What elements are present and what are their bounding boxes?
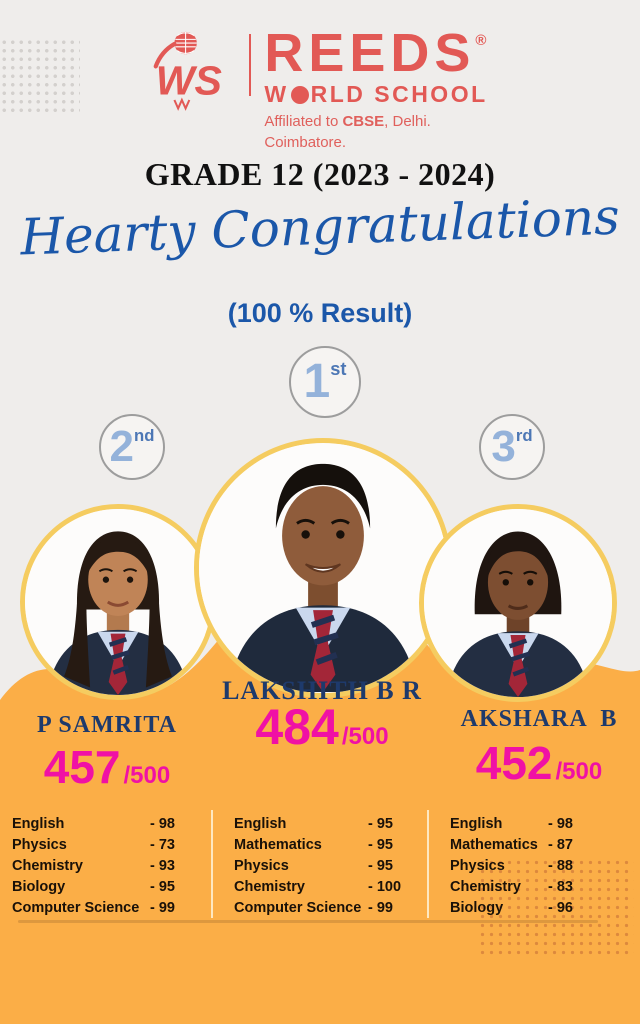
subject-label: Mathematics: [450, 836, 538, 853]
result-percentage: (100 % Result): [227, 298, 413, 328]
score-value: 484: [255, 699, 339, 755]
logo-monogram: WS: [156, 57, 222, 103]
dot-grid-bottom-right: [478, 858, 634, 958]
bottom-rule: [18, 920, 598, 923]
subject-row: Computer Science - 99: [234, 897, 424, 918]
subject-mark: - 95: [368, 836, 393, 853]
student-portrait-illustration: [199, 444, 447, 692]
school-name: REEDS®: [264, 23, 487, 83]
globe-ball-icon: [290, 85, 309, 104]
subject-row: Biology - 95: [12, 876, 204, 897]
score-value: 457: [43, 741, 121, 793]
grade-title: GRADE 12 (2023 - 2024): [144, 156, 496, 192]
subject-label: English: [450, 815, 503, 832]
subject-row: English - 98: [450, 813, 634, 834]
school-logo: WS REEDS® W RLD SCHOOL Affiliated to CBSE…: [0, 26, 640, 152]
dot-grid-top-left: [0, 38, 80, 116]
subject-label: Mathematics: [234, 836, 322, 853]
registered-mark: ®: [475, 32, 487, 49]
subject-row: Mathematics - 95: [234, 834, 424, 855]
subject-mark: - 88: [548, 857, 573, 874]
student-photo-1st: [194, 438, 452, 698]
rank-number: 1: [303, 355, 331, 408]
score-total: /500: [341, 723, 389, 750]
subject-mark: - 93: [150, 857, 175, 874]
rank-suffix: st: [330, 358, 347, 379]
subject-mark: - 100: [368, 878, 402, 895]
subject-row: English - 95: [234, 813, 424, 834]
subject-label: Biology: [12, 878, 66, 895]
student-photo-2nd: [20, 504, 216, 700]
subject-mark: - 95: [150, 878, 175, 895]
student-score: 452/500: [438, 740, 640, 786]
student-name: AKSHARA B: [460, 706, 618, 732]
student-score: 484/500: [210, 702, 434, 752]
subject-label: Physics: [234, 857, 289, 874]
subject-row: Physics - 73: [12, 834, 204, 855]
city-line: Coimbatore.: [264, 134, 347, 151]
subject-label: Computer Science: [234, 899, 362, 916]
subject-mark: - 98: [150, 815, 175, 832]
subject-row: Chemistry - 93: [12, 855, 204, 876]
subject-mark: - 98: [548, 815, 573, 832]
subject-row: Physics - 88: [450, 855, 634, 876]
subject-list-1st: English - 95 Mathematics - 95 Physics - 95 …: [234, 813, 424, 918]
student-name: LAKSHITH B R: [222, 676, 422, 705]
student-portrait-illustration: [25, 509, 211, 695]
logo-divider: [249, 34, 252, 96]
column-divider: [427, 810, 429, 918]
student-name: P SAMRITA: [37, 712, 177, 738]
subject-list-2nd: English - 98 Physics - 73 Chemistry - 93 Bi…: [12, 813, 204, 918]
subject-row: Biology - 96: [450, 897, 634, 918]
subject-label: Biology: [450, 899, 504, 916]
subject-label: English: [234, 815, 287, 832]
rank-suffix: nd: [134, 426, 155, 445]
rank-suffix: rd: [515, 426, 533, 445]
rank-number: 3: [491, 422, 516, 471]
school-subname: W RLD SCHOOL: [264, 81, 488, 107]
subject-label: Physics: [450, 857, 505, 874]
subject-label: Chemistry: [12, 857, 83, 874]
subject-mark: - 95: [368, 815, 393, 832]
school-logo-mark-icon: WS: [153, 31, 222, 111]
subject-mark: - 87: [548, 836, 573, 853]
subject-mark: - 99: [368, 899, 393, 916]
subject-label: Chemistry: [450, 878, 521, 895]
student-portrait-illustration: [424, 509, 612, 697]
affiliation-line: Affiliated to CBSE, Delhi.: [264, 113, 431, 130]
subject-mark: - 95: [368, 857, 393, 874]
subject-label: Chemistry: [234, 878, 305, 895]
subject-mark: - 99: [150, 899, 175, 916]
student-photo-3rd: [419, 504, 617, 702]
subject-row: Computer Science - 99: [12, 897, 204, 918]
score-total: /500: [123, 762, 171, 789]
subject-mark: - 73: [150, 836, 175, 853]
subject-list-3rd: English - 98 Mathematics - 87 Physics - 88 …: [450, 813, 634, 918]
subject-label: Physics: [12, 836, 67, 853]
rank-number: 2: [109, 422, 135, 471]
subject-row: English - 98: [12, 813, 204, 834]
subject-row: Chemistry - 83: [450, 876, 634, 897]
subject-row: Chemistry - 100: [234, 876, 424, 897]
subject-label: English: [12, 815, 65, 832]
column-divider: [211, 810, 213, 918]
subject-mark: - 83: [548, 878, 573, 895]
subject-row: Physics - 95: [234, 855, 424, 876]
student-score: 457/500: [8, 744, 206, 790]
score-value: 452: [475, 737, 553, 789]
subject-mark: - 96: [548, 899, 573, 916]
score-total: /500: [555, 758, 603, 785]
subject-label: Computer Science: [12, 899, 140, 916]
subject-row: Mathematics - 87: [450, 834, 634, 855]
